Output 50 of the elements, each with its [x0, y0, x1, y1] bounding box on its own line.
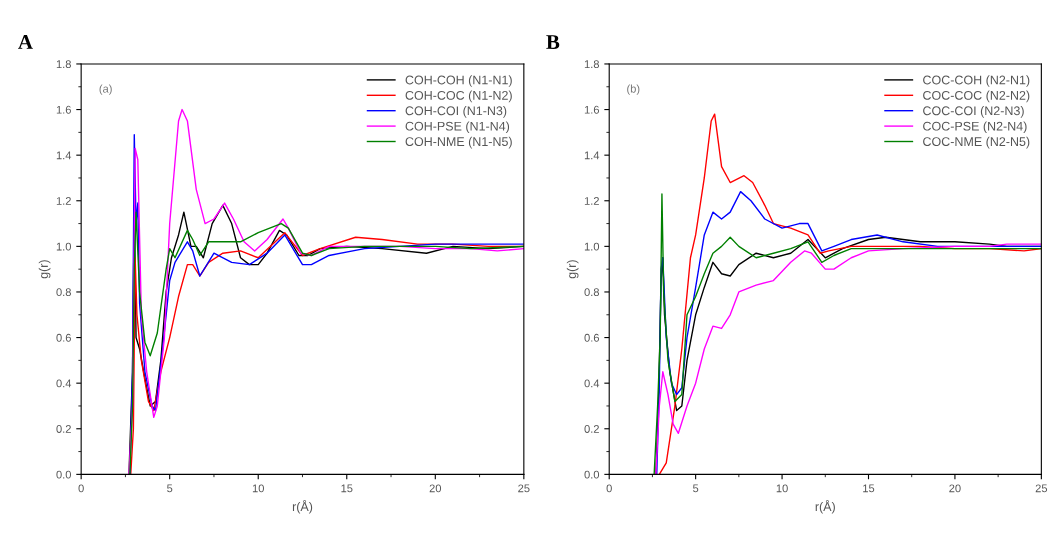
x-tick-label: 0 — [606, 484, 612, 493]
y-tick-label: 0.4 — [56, 379, 72, 388]
legend-label: COH-COC (N1-N2) — [405, 90, 512, 103]
y-axis-title: g(r) — [38, 260, 51, 279]
legend-label: COH-PSE (N1-N4) — [405, 121, 510, 134]
x-tick-label: 25 — [1035, 484, 1048, 493]
x-tick-label: 25 — [518, 484, 530, 493]
legend-label: COC-COI (N2-N3) — [923, 106, 1024, 118]
y-tick-label: 0.6 — [56, 333, 71, 342]
y-tick-label: 0.8 — [56, 288, 71, 297]
y-tick-label: 1.4 — [56, 151, 72, 160]
legend-label: COH-COI (N1-N3) — [405, 106, 507, 118]
x-tick-label: 5 — [167, 484, 173, 493]
legend-label: COH-COH (N1-N1) — [405, 75, 512, 87]
legend-label: COC-PSE (N2-N4) — [923, 121, 1027, 134]
y-tick-label: 1.6 — [56, 105, 71, 114]
y-tick-label: 1.4 — [584, 151, 600, 160]
y-tick-label: 1.2 — [56, 197, 71, 205]
chart-title: B — [546, 35, 560, 49]
x-tick-label: 15 — [341, 484, 353, 493]
y-tick-label: 0.2 — [584, 425, 599, 433]
annotation: (b) — [627, 84, 640, 95]
y-tick-label: 1.2 — [584, 197, 599, 205]
y-tick-label: 0.0 — [56, 470, 71, 479]
y-tick-label: 0.8 — [584, 288, 600, 297]
y-tick-label: 0.4 — [584, 379, 600, 388]
x-tick-label: 10 — [252, 484, 264, 493]
x-axis-title: r(Å) — [815, 500, 835, 514]
y-tick-label: 1.0 — [584, 242, 600, 251]
legend-label: COH-NME (N1-N5) — [405, 136, 512, 149]
legend-label: COC-COC (N2-N2) — [923, 90, 1030, 103]
y-axis-title: g(r) — [566, 260, 579, 279]
x-tick-label: 15 — [863, 484, 875, 493]
x-tick-label: 20 — [429, 484, 442, 493]
x-tick-label: 20 — [949, 484, 961, 493]
x-tick-label: 0 — [78, 484, 84, 493]
annotation: (a) — [99, 84, 112, 95]
legend-label: COC-NME (N2-N5) — [923, 136, 1030, 149]
x-tick-label: 5 — [692, 484, 699, 493]
y-tick-label: 0.6 — [584, 333, 599, 342]
chart-title: A — [18, 35, 33, 49]
y-tick-label: 0.2 — [56, 425, 71, 433]
x-tick-label: 10 — [776, 484, 788, 493]
y-tick-label: 0.0 — [584, 470, 600, 479]
y-tick-label: 1.0 — [56, 242, 71, 251]
y-tick-label: 1.8 — [584, 60, 600, 69]
y-tick-label: 1.8 — [56, 60, 71, 69]
y-tick-label: 1.6 — [584, 105, 599, 114]
legend-label: COC-COH (N2-N1) — [923, 75, 1030, 87]
x-axis-title: r(Å) — [292, 500, 313, 514]
